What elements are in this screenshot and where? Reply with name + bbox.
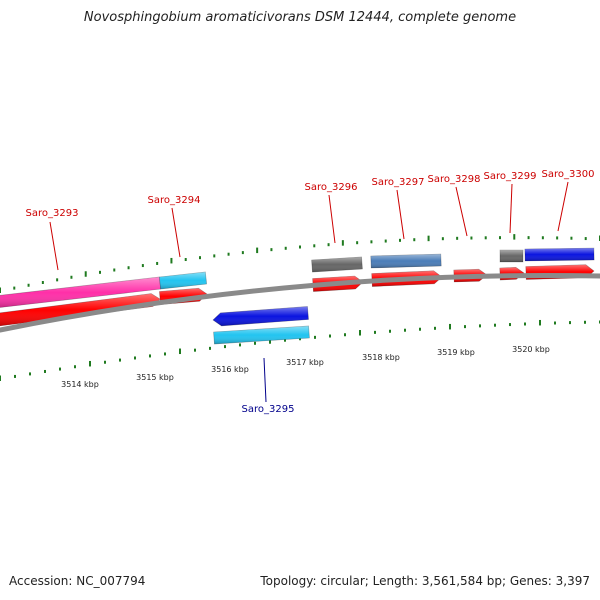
map-title: Novosphingobium aromaticivorans DSM 1244… — [83, 10, 517, 25]
gene-label-saro_3294: Saro_3294 — [148, 195, 201, 206]
gene-label-saro_3296: Saro_3296 — [305, 182, 358, 193]
label-connector-saro_3296 — [328, 194, 336, 244]
accession-label: Accession: — [9, 574, 73, 588]
kbp-label: 3516 kbp — [211, 365, 249, 374]
label-connector-saro_3299 — [509, 183, 513, 234]
saro-3297-track-bar-shade — [370, 254, 442, 268]
gene-label-saro_3300: Saro_3300 — [542, 169, 595, 180]
feature-track — [0, 247, 595, 345]
label-connector-saro_3295 — [263, 357, 267, 403]
label-connector-saro_3297 — [396, 189, 405, 240]
saro-3299-track-bar-shade — [500, 250, 523, 262]
label-connectors — [49, 181, 569, 403]
accession-value: NC_007794 — [76, 574, 146, 588]
saro-3294-track-bar-shade — [159, 272, 207, 289]
saro-3296-track-bar-shade — [311, 257, 363, 272]
saro-3293-track-bar-shade — [0, 277, 161, 308]
genome-backbone — [0, 272, 600, 333]
kbp-label: 3519 kbp — [437, 348, 475, 357]
topology-text: Topology: circular; Length: 3,561,584 bp… — [260, 574, 590, 588]
kbp-labels: 3514 kbp 3515 kbp 3516 kbp 3517 kbp 3518 kbp… — [61, 345, 550, 389]
kbp-label: 3514 kbp — [61, 380, 99, 389]
accession-text: Accession: NC_007794 — [9, 574, 145, 588]
saro-3295-track-bar-shade — [213, 326, 310, 344]
kbp-label: 3520 kbp — [512, 345, 550, 354]
gene-label-saro_3298: Saro_3298 — [428, 174, 481, 185]
gene-label-saro_3299: Saro_3299 — [484, 171, 537, 182]
label-connector-saro_3294 — [171, 207, 181, 258]
saro-3293-cds-arrow-shade — [0, 293, 160, 326]
inner-tick-ring — [0, 319, 600, 381]
gene-label-saro_3295: Saro_3295 — [242, 404, 295, 415]
label-connector-saro_3298 — [455, 186, 468, 237]
saro-3300-track-bar-shade — [524, 248, 595, 261]
gene-label-saro_3293: Saro_3293 — [26, 208, 79, 219]
saro-3295-cds-arrow-shade — [213, 306, 309, 326]
label-connector-saro_3293 — [49, 221, 59, 271]
gene-label-saro_3297: Saro_3297 — [372, 177, 425, 188]
gene-labels: Saro_3293 Saro_3294 Saro_3295 Saro_3296 Saro… — [26, 169, 595, 415]
outer-tick-ring — [0, 234, 600, 293]
kbp-label: 3515 kbp — [136, 373, 174, 382]
kbp-label: 3518 kbp — [362, 353, 400, 362]
kbp-label: 3517 kbp — [286, 358, 324, 367]
label-connector-saro_3300 — [557, 181, 569, 232]
